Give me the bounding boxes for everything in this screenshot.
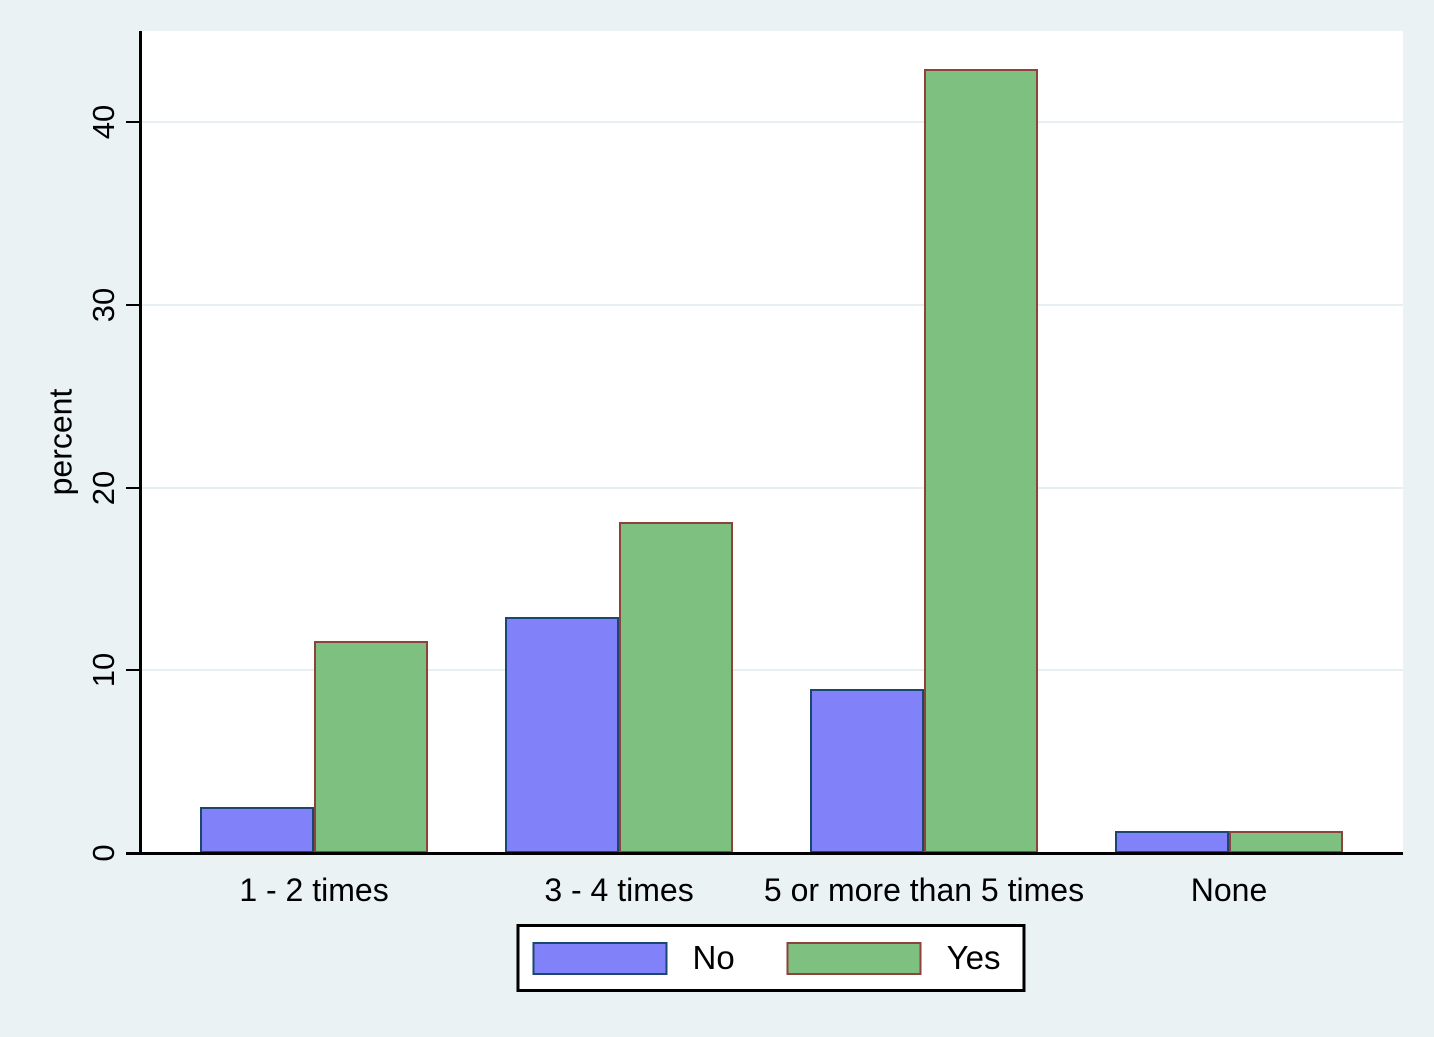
category-label-4: None [1190, 872, 1268, 908]
bar-yes-4 [1229, 831, 1343, 853]
y-axis-line [139, 31, 142, 855]
category-label-3: 5 or more than 5 times [763, 872, 1085, 908]
bar-no-4 [1115, 831, 1229, 853]
legend-entry-yes: Yes [786, 939, 1001, 977]
legend-swatch-yes [786, 941, 922, 975]
bar-yes-3 [924, 69, 1038, 853]
legend: No Yes [516, 924, 1026, 992]
bar-no-2 [505, 617, 619, 853]
y-tick-30 [126, 304, 140, 306]
y-tick-0 [126, 852, 140, 854]
y-tick-label-30: 30 [86, 287, 121, 323]
y-axis-title: percent [42, 388, 79, 496]
y-tick-label-0: 0 [86, 844, 121, 862]
gridline-40 [140, 121, 1403, 124]
x-axis-line [126, 852, 1403, 855]
bar-yes-1 [314, 641, 428, 853]
plot-area [140, 31, 1403, 853]
gridline-20 [140, 486, 1403, 489]
bar-yes-2 [619, 522, 733, 853]
y-tick-10 [126, 669, 140, 672]
y-tick-label-40: 40 [86, 105, 121, 140]
y-tick-20 [126, 486, 140, 489]
gridline-30 [140, 304, 1403, 306]
bar-no-3 [810, 689, 924, 853]
legend-label-no: No [692, 939, 735, 976]
legend-label-yes: Yes [946, 939, 1001, 976]
y-tick-label-10: 10 [86, 653, 121, 688]
y-tick-40 [126, 121, 140, 124]
bar-no-1 [200, 807, 314, 853]
category-label-1: 1 - 2 times [239, 872, 389, 908]
legend-entry-no: No [532, 939, 735, 977]
category-label-2: 3 - 4 times [544, 872, 694, 908]
y-tick-label-20: 20 [86, 470, 121, 505]
legend-swatch-no [532, 941, 668, 975]
gridline-10 [140, 669, 1403, 672]
